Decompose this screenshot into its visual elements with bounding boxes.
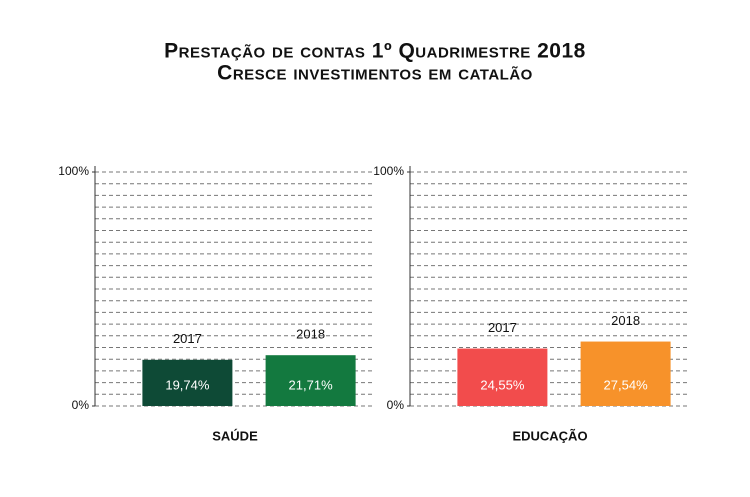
bar: [457, 348, 548, 406]
value-label: 24,55%: [480, 377, 525, 392]
subtitle: Cresce investimentos em catalão: [217, 62, 533, 85]
title: Prestação de contas 1º Quadrimestre 2018: [164, 40, 586, 63]
bar: [580, 341, 671, 406]
value-label: 27,54%: [604, 377, 649, 392]
category-label: 2017: [173, 331, 202, 346]
value-label: 21,71%: [289, 377, 334, 392]
category-label: 2018: [611, 313, 640, 328]
bar: [265, 355, 356, 406]
bar: [142, 359, 233, 406]
y-tick-label: 0%: [387, 398, 405, 412]
x-axis-label: EDUCAÇÃO: [512, 428, 587, 443]
value-label: 19,74%: [165, 377, 210, 392]
y-tick-label: 100%: [373, 164, 404, 178]
category-label: 2017: [488, 320, 517, 335]
y-tick-label: 100%: [58, 164, 89, 178]
y-tick-label: 0%: [72, 398, 90, 412]
x-axis-label: SAÚDE: [212, 428, 258, 443]
category-label: 2018: [296, 327, 325, 342]
